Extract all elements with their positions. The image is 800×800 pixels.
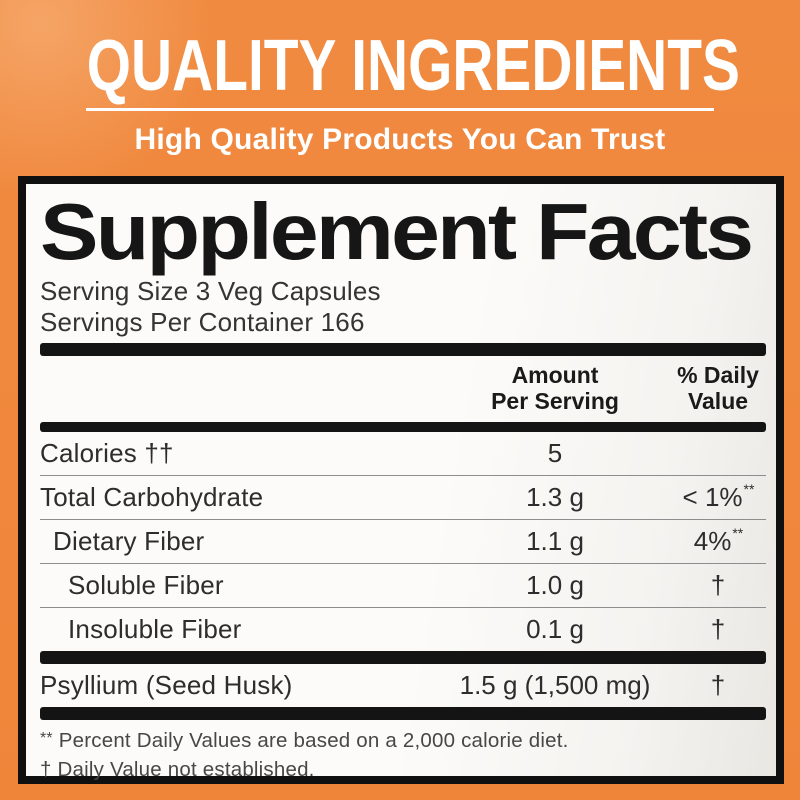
nutrient-name: Dietary Fiber	[53, 525, 205, 556]
amount-header-line1: Amount	[511, 362, 599, 388]
table-header-row: Amount Per Serving % Daily Value	[40, 356, 766, 422]
daily-value: 4%**	[670, 525, 766, 557]
divider-bar-bottom	[40, 706, 766, 720]
amount-value: 1.5 g (1,500 mg)	[459, 669, 651, 700]
amount-value: 1.1 g	[526, 525, 584, 556]
divider-bar-middle	[40, 650, 766, 664]
nutrient-row-psyllium: Psyllium (Seed Husk) 1.5 g (1,500 mg) †	[40, 664, 766, 707]
dv-header-line1: % Daily	[677, 362, 759, 388]
amount-value: 1.0 g	[526, 569, 584, 600]
daily-value-text: < 1%	[682, 481, 743, 512]
divider-bar-top	[40, 343, 766, 356]
footnote-text: Percent Daily Values are based on a 2,00…	[58, 728, 569, 752]
nutrient-name: Insoluble Fiber	[68, 613, 242, 644]
amount-header-line2: Per Serving	[491, 388, 619, 415]
amount-value: 1.3 g	[526, 481, 584, 512]
footnotes: ** Percent Daily Values are based on a 2…	[40, 727, 766, 783]
banner-title: QUALITY INGREDIENTS	[86, 26, 740, 106]
promo-banner: QUALITY INGREDIENTS High Quality Product…	[0, 0, 800, 176]
daily-value: †	[710, 613, 726, 644]
footnote-dagger: † Daily Value not established.	[40, 756, 766, 783]
banner-subtitle: High Quality Products You Can Trust	[134, 123, 666, 156]
daily-value: †	[710, 669, 726, 700]
daily-value-text: 4%	[693, 525, 732, 556]
nutrient-row-calories: Calories †† 5	[40, 432, 766, 476]
footnote-text: Daily Value not established.	[57, 757, 315, 781]
daily-value-asterisks: **	[732, 525, 744, 542]
footnote-daily-values: ** Percent Daily Values are based on a 2…	[40, 727, 766, 756]
daily-value: †	[710, 569, 726, 600]
nutrient-name: Psyllium (Seed Husk)	[40, 669, 293, 700]
nutrient-row-insoluble-fiber: Insoluble Fiber 0.1 g †	[40, 608, 766, 651]
nutrient-name: Total Carbohydrate	[40, 481, 264, 512]
daily-value-asterisks: **	[743, 481, 755, 498]
nutrient-row-total-carbohydrate: Total Carbohydrate 1.3 g < 1%**	[40, 476, 766, 520]
footnote-dagger-marker: †	[40, 757, 52, 781]
facts-title: Supplement Facts	[40, 187, 754, 277]
column-header-amount: Amount Per Serving	[440, 362, 670, 415]
nutrient-row-dietary-fiber: Dietary Fiber 1.1 g 4%**	[40, 520, 766, 564]
banner-divider	[86, 108, 714, 111]
supplement-facts-panel: Supplement Facts Serving Size 3 Veg Caps…	[18, 176, 784, 784]
amount-value: 5	[547, 437, 563, 468]
column-header-daily-value: % Daily Value	[670, 362, 766, 415]
daily-value: < 1%**	[670, 481, 766, 513]
dv-header-line2: Value	[687, 388, 749, 415]
nutrient-row-soluble-fiber: Soluble Fiber 1.0 g †	[40, 564, 766, 608]
servings-per-container-text: Servings Per Container 166	[40, 307, 365, 337]
nutrient-name: Soluble Fiber	[68, 569, 224, 600]
amount-value: 0.1 g	[526, 613, 584, 644]
nutrient-name: Calories ††	[40, 437, 174, 468]
serving-size-text: Serving Size 3 Veg Capsules	[40, 276, 381, 306]
footnote-asterisks-marker: **	[40, 729, 53, 747]
divider-bar-under-header	[40, 421, 766, 432]
